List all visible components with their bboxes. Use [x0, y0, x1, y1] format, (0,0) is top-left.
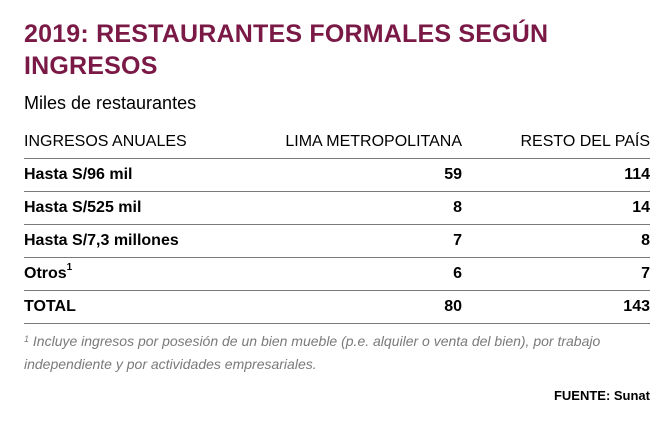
- header-resto: RESTO DEL PAÍS: [462, 132, 650, 159]
- lima-value: 8: [242, 191, 462, 225]
- table-card: 2019: RESTAURANTES FORMALES SEGÚN INGRES…: [24, 18, 650, 403]
- row-label: Otros: [24, 265, 67, 282]
- income-table: INGRESOS ANUALES LIMA METROPOLITANA REST…: [24, 132, 650, 324]
- lima-total: 80: [242, 290, 462, 324]
- footnote-text: Incluye ingresos por posesión de un bien…: [24, 333, 601, 372]
- units-subtitle: Miles de restaurantes: [24, 93, 197, 113]
- header-ingresos: INGRESOS ANUALES: [24, 132, 242, 159]
- row-label-cell: Otros1: [24, 257, 242, 291]
- table-row: Hasta S/525 mil 8 14: [24, 191, 650, 225]
- resto-value: 14: [462, 191, 650, 225]
- header-lima: LIMA METROPOLITANA: [242, 132, 462, 159]
- total-row: TOTAL 80 143: [24, 290, 650, 324]
- source-credit: FUENTE: Sunat: [553, 388, 650, 403]
- lima-value: 6: [242, 257, 462, 291]
- table-header-row: INGRESOS ANUALES LIMA METROPOLITANA REST…: [24, 132, 650, 159]
- resto-value: 114: [462, 158, 650, 192]
- table-row: Hasta S/96 mil 59 114: [24, 158, 650, 192]
- footnote: 1 Incluye ingresos por posesión de un bi…: [24, 330, 650, 376]
- row-label: Hasta S/7,3 millones: [24, 224, 242, 258]
- footnote-number: 1: [24, 334, 30, 344]
- resto-value: 7: [462, 257, 650, 291]
- page-title: 2019: RESTAURANTES FORMALES SEGÚN INGRES…: [24, 20, 549, 80]
- table-row: Hasta S/7,3 millones 7 8: [24, 224, 650, 258]
- table-row: Otros1 6 7: [24, 257, 650, 291]
- lima-value: 59: [242, 158, 462, 192]
- footnote-marker: 1: [66, 262, 73, 273]
- resto-value: 8: [462, 224, 650, 258]
- row-label: Hasta S/525 mil: [24, 191, 242, 225]
- total-label: TOTAL: [24, 290, 242, 324]
- lima-value: 7: [242, 224, 462, 258]
- row-label: Hasta S/96 mil: [24, 158, 242, 192]
- resto-total: 143: [462, 290, 650, 324]
